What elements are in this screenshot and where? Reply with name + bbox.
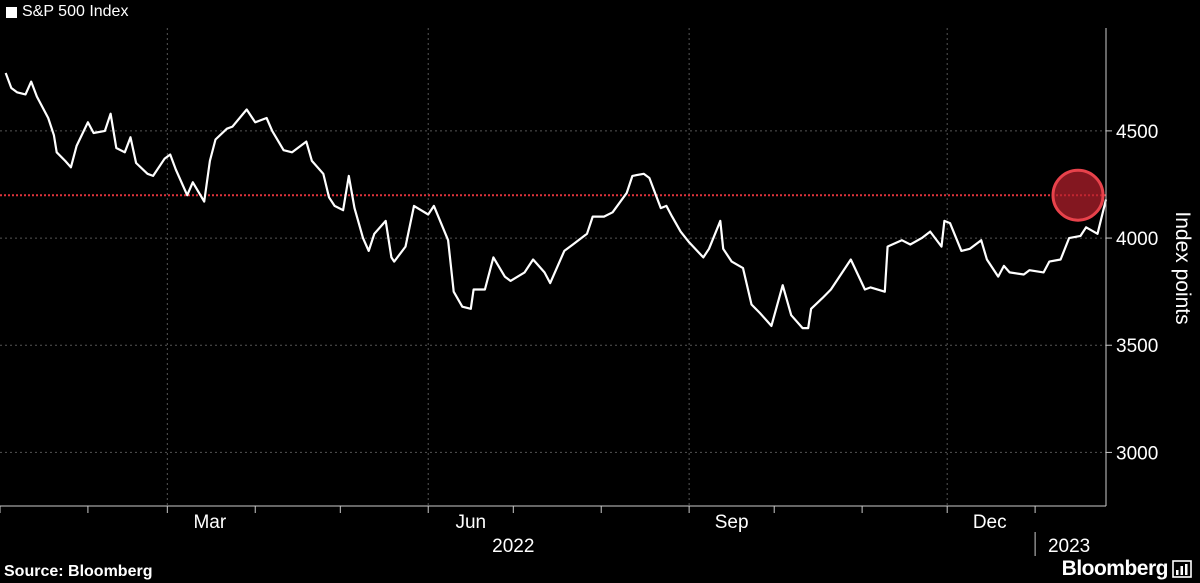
y-tick-label: 3500 (1116, 336, 1158, 357)
brand-logo: Bloomberg (1061, 557, 1169, 580)
x-tick-label: Sep (715, 512, 749, 533)
y-tick-label: 4000 (1116, 229, 1158, 250)
x-tick-label: Dec (973, 512, 1007, 533)
x-year-label: 2023 (1048, 536, 1090, 557)
legend-label: S&P 500 Index (22, 3, 129, 20)
y-tick-label: 3000 (1116, 443, 1158, 464)
series-line-sp500 (4, 72, 1108, 330)
y-tick-label: 4500 (1116, 122, 1158, 143)
y-axis-title: Index points (1171, 211, 1194, 324)
x-axis-ticks: Mar Jun Sep Dec 2022 2023 (0, 506, 1090, 557)
grid-layer (0, 28, 1106, 506)
x-year-label: 2022 (492, 536, 534, 557)
x-tick-label: Mar (193, 512, 226, 533)
x-tick-label: Jun (455, 512, 486, 533)
bloomberg-terminal-icon (1172, 560, 1192, 578)
highlight-circle (1051, 168, 1105, 222)
y-axis-ticks: 3000 3500 4000 4500 (1105, 28, 1158, 506)
legend-swatch (6, 6, 17, 18)
source-note: Source: Bloomberg (4, 563, 153, 580)
legend: S&P 500 Index (6, 2, 128, 22)
